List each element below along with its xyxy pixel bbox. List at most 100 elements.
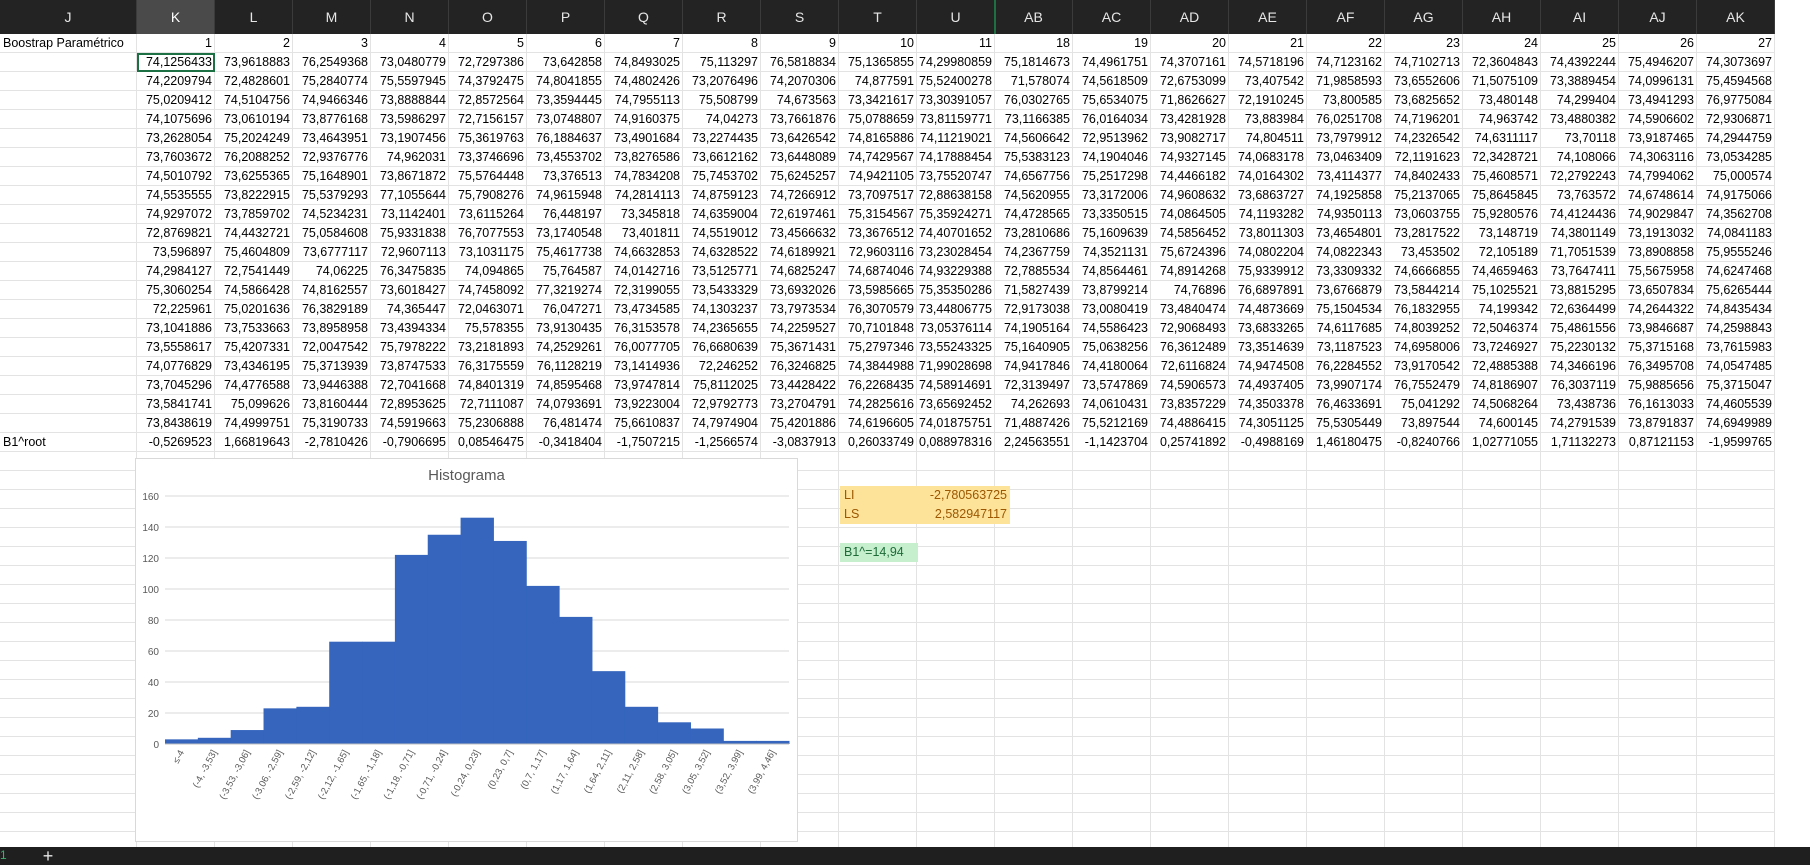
empty-cell[interactable] [761, 490, 839, 509]
data-cell[interactable]: 75,1648901 [293, 167, 371, 186]
root-value-cell[interactable]: 0,26033749 [839, 433, 917, 452]
row-label-empty[interactable] [0, 357, 137, 376]
empty-cell[interactable] [1229, 585, 1307, 604]
data-cell[interactable]: 72,6753099 [1151, 72, 1229, 91]
data-cell[interactable]: 73,8776168 [293, 110, 371, 129]
data-cell[interactable]: 73,4553702 [527, 148, 605, 167]
empty-cell[interactable] [839, 452, 917, 471]
empty-cell[interactable] [1229, 680, 1307, 699]
header-number-cell[interactable]: 10 [839, 34, 917, 53]
data-cell[interactable]: 73,3594445 [527, 91, 605, 110]
data-cell[interactable]: 75,9555246 [1697, 243, 1775, 262]
data-cell[interactable]: 71,99028698 [917, 357, 995, 376]
empty-cell[interactable] [1697, 794, 1775, 813]
empty-cell[interactable] [1229, 775, 1307, 794]
data-cell[interactable]: 72,9513962 [1073, 129, 1151, 148]
data-cell[interactable]: 75,4201886 [761, 414, 839, 433]
data-cell[interactable]: 73,7859702 [215, 205, 293, 224]
empty-cell[interactable] [1697, 509, 1775, 528]
empty-cell[interactable] [1619, 471, 1697, 490]
empty-cell[interactable] [1463, 699, 1541, 718]
empty-cell[interactable] [1385, 490, 1463, 509]
empty-cell[interactable] [995, 699, 1073, 718]
data-cell[interactable]: 74,3073697 [1697, 53, 1775, 72]
empty-cell[interactable] [1697, 680, 1775, 699]
empty-cell[interactable] [1541, 547, 1619, 566]
data-cell[interactable]: 74,9175066 [1697, 186, 1775, 205]
empty-cell[interactable] [1541, 813, 1619, 832]
empty-cell[interactable] [839, 661, 917, 680]
empty-cell[interactable] [1151, 794, 1229, 813]
data-cell[interactable]: 75,2137065 [1385, 186, 1463, 205]
data-cell[interactable]: 74,7196201 [1385, 110, 1463, 129]
data-cell[interactable]: 76,3612489 [1151, 338, 1229, 357]
header-number-cell[interactable]: 18 [995, 34, 1073, 53]
empty-cell[interactable] [839, 794, 917, 813]
empty-cell[interactable] [917, 623, 995, 642]
empty-cell[interactable] [1463, 471, 1541, 490]
root-value-cell[interactable]: 0,25741892 [1151, 433, 1229, 452]
data-cell[interactable]: 74,6958006 [1385, 338, 1463, 357]
data-cell[interactable]: 74,2326542 [1385, 129, 1463, 148]
data-cell[interactable]: 74,8759123 [683, 186, 761, 205]
data-cell[interactable]: 74,5718196 [1229, 53, 1307, 72]
data-cell[interactable]: 74,0864505 [1151, 205, 1229, 224]
data-cell[interactable]: 74,7458092 [449, 281, 527, 300]
data-cell[interactable]: 74,4873669 [1229, 300, 1307, 319]
data-cell[interactable]: 72,6364499 [1541, 300, 1619, 319]
data-cell[interactable]: 75,0584608 [293, 224, 371, 243]
data-cell[interactable]: 74,3503378 [1229, 395, 1307, 414]
empty-cell[interactable] [1385, 566, 1463, 585]
data-cell[interactable]: 74,04273 [683, 110, 761, 129]
data-cell[interactable]: 75,7453702 [683, 167, 761, 186]
data-cell[interactable]: 74,0793691 [527, 395, 605, 414]
data-cell[interactable]: 75,508799 [683, 91, 761, 110]
column-header-ai[interactable]: AI [1541, 0, 1619, 34]
data-cell[interactable]: 74,9029847 [1619, 205, 1697, 224]
data-cell[interactable]: 73,7097517 [839, 186, 917, 205]
data-cell[interactable]: 75,6724396 [1151, 243, 1229, 262]
empty-cell[interactable] [1073, 642, 1151, 661]
empty-cell[interactable] [917, 775, 995, 794]
data-cell[interactable]: 74,9421105 [839, 167, 917, 186]
data-cell[interactable]: 73,6766879 [1307, 281, 1385, 300]
empty-cell[interactable] [1541, 737, 1619, 756]
root-value-cell[interactable]: -1,9599765 [1697, 433, 1775, 452]
data-cell[interactable]: 74,0802204 [1229, 243, 1307, 262]
data-cell[interactable]: 76,1613033 [1619, 395, 1697, 414]
data-cell[interactable]: 75,6265444 [1697, 281, 1775, 300]
data-cell[interactable]: 75,2306888 [449, 414, 527, 433]
data-cell[interactable]: 74,8039252 [1385, 319, 1463, 338]
data-cell[interactable]: 73,4394334 [371, 319, 449, 338]
data-cell[interactable]: 74,6632853 [605, 243, 683, 262]
data-cell[interactable]: 74,4886415 [1151, 414, 1229, 433]
data-cell[interactable]: 74,4659463 [1463, 262, 1541, 281]
data-cell[interactable]: 71,5075109 [1463, 72, 1541, 91]
empty-cell[interactable] [995, 509, 1073, 528]
data-cell[interactable]: 74,1075696 [137, 110, 215, 129]
empty-cell[interactable] [1541, 471, 1619, 490]
empty-cell[interactable] [995, 547, 1073, 566]
data-cell[interactable]: 77,1055644 [371, 186, 449, 205]
data-cell[interactable]: 76,5818834 [761, 53, 839, 72]
empty-cell[interactable] [1385, 471, 1463, 490]
data-cell[interactable]: 72,3199055 [605, 281, 683, 300]
data-cell[interactable]: 75,35350286 [917, 281, 995, 300]
data-cell[interactable]: 74,4802426 [605, 72, 683, 91]
data-cell[interactable]: 73,7661876 [761, 110, 839, 129]
row-label-header[interactable]: Boostrap Paramétrico [0, 34, 137, 53]
empty-cell[interactable] [917, 547, 995, 566]
data-cell[interactable]: 75,3154567 [839, 205, 917, 224]
data-cell[interactable]: 73,7647411 [1541, 262, 1619, 281]
empty-cell[interactable] [1229, 490, 1307, 509]
data-cell[interactable]: 73,6255365 [215, 167, 293, 186]
data-cell[interactable]: 76,3070579 [839, 300, 917, 319]
data-cell[interactable]: 74,4466182 [1151, 167, 1229, 186]
data-cell[interactable]: 73,3676512 [839, 224, 917, 243]
empty-cell[interactable] [1229, 737, 1307, 756]
root-row-label[interactable]: B1^root [0, 433, 137, 452]
empty-cell[interactable] [1151, 813, 1229, 832]
empty-cell[interactable] [1385, 699, 1463, 718]
data-cell[interactable]: 74,6567756 [995, 167, 1073, 186]
data-cell[interactable]: 76,6897891 [1229, 281, 1307, 300]
